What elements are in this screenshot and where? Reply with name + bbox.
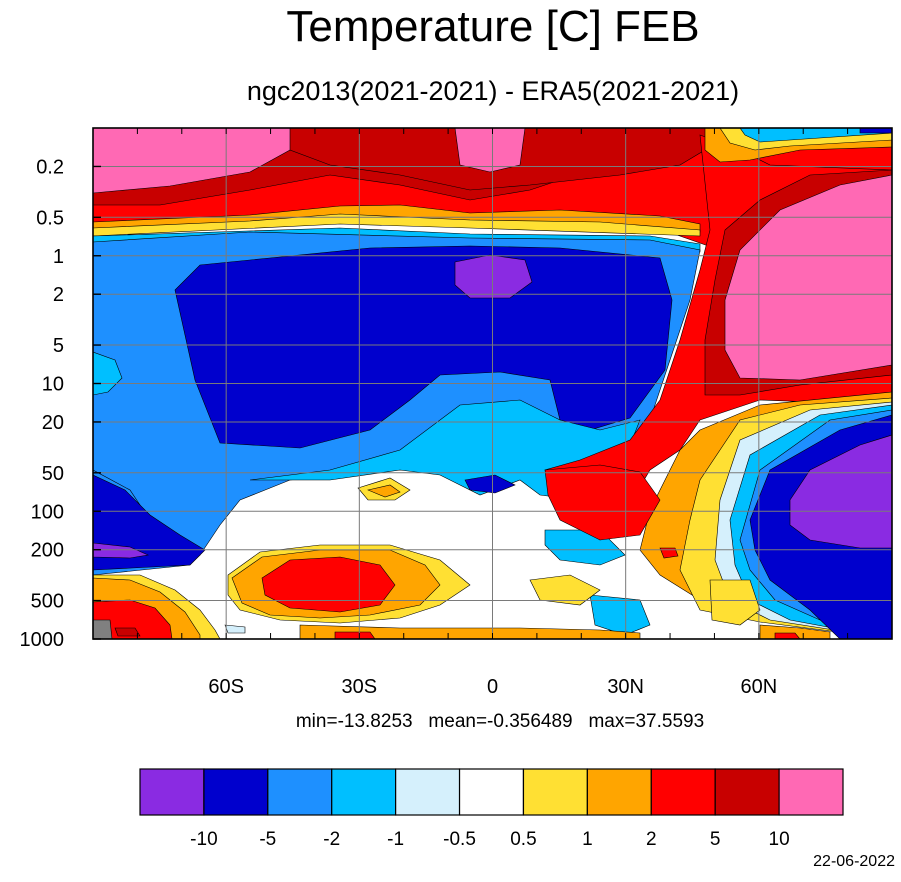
colorbar-swatch	[586, 768, 652, 816]
colorbar-swatch	[331, 768, 397, 816]
region-sh-surface-dark-red	[114, 627, 141, 637]
y-tick-label: 500	[31, 591, 64, 613]
colorbar-label: 1	[582, 829, 593, 850]
colorbar-label: 5	[710, 829, 721, 850]
y-tick-label: 200	[31, 540, 64, 562]
region-sh-lower-purple	[93, 542, 150, 559]
region-tropic-navy-spot	[464, 474, 516, 494]
colorbar-swatch	[650, 768, 716, 816]
region-eq-pink	[454, 128, 526, 173]
axis-ticks	[93, 128, 849, 640]
y-tick-label: 50	[42, 463, 64, 485]
region-nh-low-purple	[789, 434, 892, 549]
stat-max: max=37.5593	[588, 711, 705, 732]
colorbar-label: -5	[259, 829, 276, 850]
region-eq-surface-orange	[299, 624, 641, 639]
region-nh-top-navy	[859, 128, 892, 134]
y-axis-tick-labels: 0.2 0.5 1 2 5 10 20 50 100 200 500 1000	[20, 156, 65, 651]
y-tick-label: 1	[53, 246, 64, 268]
region-nh-yellow-surface	[529, 574, 601, 606]
region-sh-surface-red	[93, 599, 173, 639]
plot-date: 22-06-2022	[813, 853, 895, 870]
region-nh-yellow-low	[709, 579, 761, 626]
region-trans-yellow	[93, 213, 701, 237]
colorbar-swatch	[267, 768, 333, 816]
colorbar-label: 0.5	[510, 829, 536, 850]
y-tick-label: 1000	[20, 629, 65, 651]
y-tick-label: 0.5	[36, 207, 64, 229]
colorbar-swatch	[778, 768, 844, 816]
colorbar-swatch	[522, 768, 588, 816]
region-eq-surface-lightcyan	[224, 624, 246, 634]
colorbar-swatch	[139, 768, 205, 816]
y-tick-label: 20	[42, 412, 64, 434]
colorbar-label: -2	[323, 829, 340, 850]
region-nh-top-cyan	[739, 128, 892, 143]
y-tick-label: 2	[53, 284, 64, 306]
region-sh-surface-missing	[93, 619, 113, 639]
colorbar-swatch	[714, 768, 780, 816]
stat-mean: mean=-0.356489	[428, 711, 573, 732]
x-tick-label: 30S	[342, 676, 378, 698]
y-tick-label: 100	[31, 501, 64, 523]
y-tick-label: 5	[53, 335, 64, 357]
x-tick-label: 60N	[740, 676, 777, 698]
y-tick-label: 10	[42, 374, 64, 396]
colorbar-swatch	[203, 768, 269, 816]
colorbar-label: 10	[769, 829, 790, 850]
grid-lines	[93, 128, 892, 640]
x-tick-label: 0	[487, 676, 498, 698]
colorbar-swatch	[395, 768, 461, 816]
chart-title: Temperature [C] FEB	[286, 2, 700, 51]
x-tick-label: 60S	[208, 676, 244, 698]
region-nh-red-blob	[544, 464, 661, 541]
colorbar-swatch	[458, 768, 525, 816]
statistics-line: min=-13.8253 mean=-0.356489 max=37.5593	[0, 711, 901, 733]
colorbar-label: 2	[646, 829, 657, 850]
region-eq-surface-red	[334, 631, 376, 639]
region-sh-cyan-spot	[93, 351, 123, 396]
y-tick-label: 0.2	[36, 156, 64, 178]
x-axis-tick-labels: 60S 30S 0 30N 60N	[208, 676, 777, 698]
colorbar: -10 -5 -2 -1 -0.5 0.5 1 2 5 10	[139, 768, 844, 850]
stat-min: min=-13.8253	[295, 711, 413, 732]
region-sh-pink	[93, 128, 301, 194]
colorbar-label: -0.5	[443, 829, 476, 850]
region-nh-red-small	[659, 547, 679, 559]
region-nh-cyan-low	[589, 594, 651, 636]
x-tick-label: 30N	[607, 676, 644, 698]
region-sh-orange-spot	[367, 484, 401, 498]
region-nh-pink	[724, 174, 892, 381]
colorbar-label: -10	[190, 829, 217, 850]
chart-subtitle: ngc2013(2021-2021) - ERA5(2021-2021)	[246, 76, 740, 106]
region-nh-red-surface	[774, 632, 801, 639]
colorbar-label: -1	[387, 829, 404, 850]
region-sh-trop-red	[261, 556, 396, 613]
